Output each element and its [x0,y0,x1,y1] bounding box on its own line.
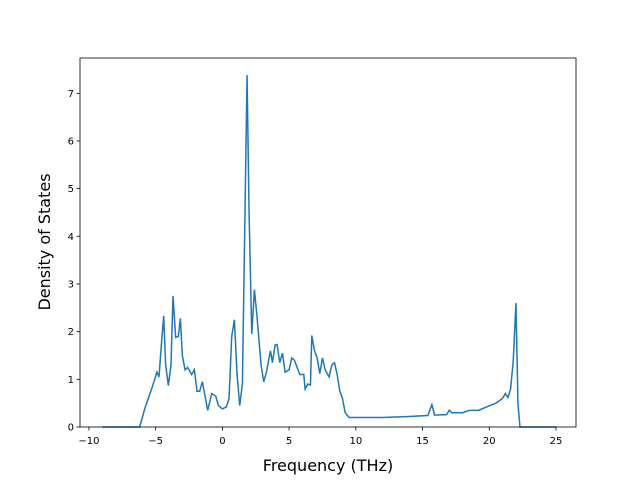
line [102,75,556,428]
x-tick-label: −10 [78,436,99,447]
y-tick-label: 4 [68,232,74,243]
x-tick-label: 0 [219,436,225,447]
y-tick-label: 1 [68,375,74,386]
x-tick-label: 10 [349,436,362,447]
y-tick-label: 0 [68,423,74,434]
y-tick-label: 6 [68,136,74,147]
y-axis-label: Density of States [35,173,54,310]
x-tick-label: 5 [286,436,292,447]
y-tick-label: 7 [68,89,74,100]
y-tick-label: 2 [68,327,74,338]
y-tick-label: 3 [68,279,74,290]
x-axis-label: Frequency (THz) [263,456,393,475]
x-tick-label: 15 [416,436,429,447]
axes-frame [79,57,577,428]
x-tick-label: 20 [483,436,496,447]
x-tick-label: 25 [550,436,563,447]
x-tick-label: −5 [148,436,163,447]
y-tick-label: 5 [68,184,74,195]
